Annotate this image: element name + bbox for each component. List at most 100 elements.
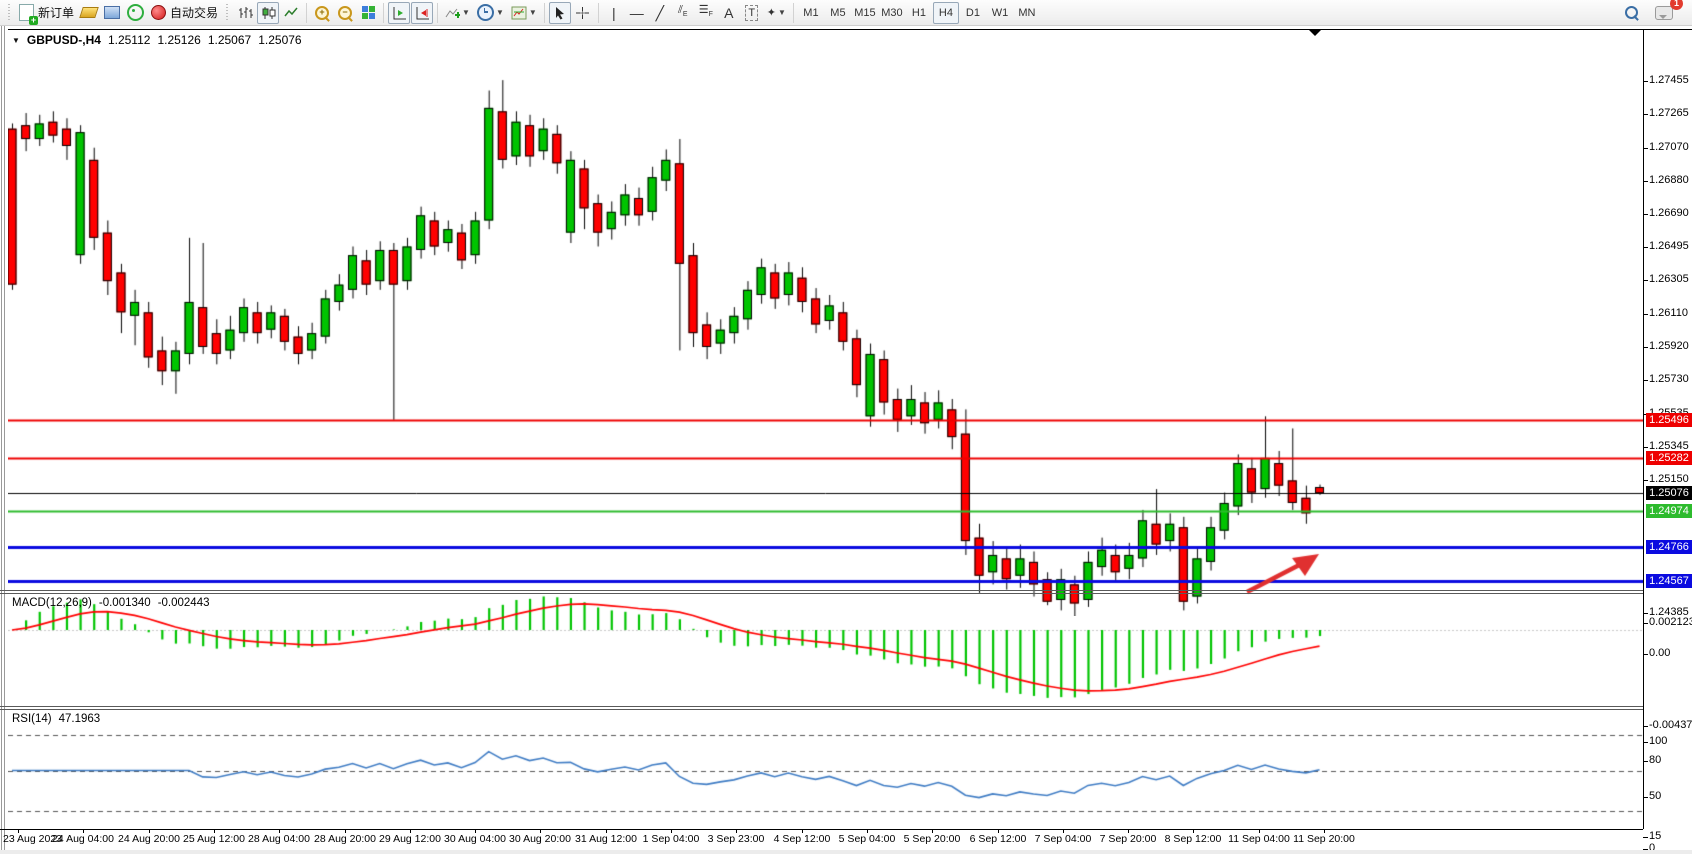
- axis-tick: [1643, 623, 1648, 624]
- candlestick-icon: [262, 6, 276, 19]
- signal-icon: [127, 4, 145, 21]
- timeframe-h1-button[interactable]: H1: [911, 6, 926, 19]
- axis-tick: [1643, 761, 1648, 762]
- autotrade-icon: [151, 5, 167, 20]
- arrows-button[interactable]: ✦ ▼: [764, 2, 789, 24]
- timeframe-w1-button[interactable]: W1: [991, 6, 1009, 19]
- chart-title: ▼ GBPUSD-,H4 1.25112 1.25126 1.25067 1.2…: [12, 33, 302, 47]
- time-axis-tick: [671, 829, 672, 833]
- price-tick-label: 1.27070: [1649, 141, 1689, 153]
- time-axis-label: 23 Aug 2023: [3, 833, 62, 845]
- axis-tick: [1643, 414, 1648, 415]
- macd-panel-canvas[interactable]: [8, 593, 1643, 706]
- price-tick-label: 1.25920: [1649, 340, 1689, 352]
- axis-tick: [1643, 114, 1648, 115]
- separator: [792, 2, 794, 23]
- indicators-button[interactable]: ▼: [442, 2, 473, 24]
- time-axis-tick: [1324, 829, 1325, 833]
- separator: [543, 2, 545, 23]
- vertical-line-button[interactable]: |: [603, 2, 625, 24]
- dropdown-arrow-icon: ▼: [462, 8, 470, 17]
- panel-separator[interactable]: [0, 590, 1643, 591]
- time-axis-tick: [1128, 829, 1129, 833]
- horizontal-line-button[interactable]: —: [626, 2, 648, 24]
- timeframe-m1-button[interactable]: M1: [803, 6, 819, 19]
- timeframe-m30-button[interactable]: M30: [881, 6, 903, 19]
- crosshair-button[interactable]: [572, 2, 594, 24]
- text-label-button[interactable]: T: [741, 2, 763, 24]
- chevron-down-icon[interactable]: ▼: [12, 35, 20, 45]
- axis-tick: [1643, 613, 1648, 614]
- chart-shift-marker-icon[interactable]: [1309, 30, 1321, 36]
- line-chart-icon: [283, 7, 298, 16]
- axis-tick: [1643, 654, 1648, 655]
- price-tick-label: 1.26690: [1649, 207, 1689, 219]
- timeframe-toolbar: M1 M5 M15 M30 H1 H4 D1 W1 MN: [798, 1, 1040, 24]
- indicators-icon: [445, 8, 461, 18]
- main-toolbar: 新订单 自动交易 + − ▼: [0, 0, 1692, 26]
- signals-button[interactable]: [124, 2, 147, 24]
- window-border: [1, 26, 2, 852]
- cursor-button[interactable]: [548, 1, 571, 24]
- panel-separator[interactable]: [0, 706, 1643, 707]
- price-tick-label: 1.26495: [1649, 240, 1689, 252]
- time-axis-tick: [214, 829, 215, 833]
- candlestick-chart-button[interactable]: [257, 1, 280, 24]
- time-axis-label: 11 Sep 20:00: [1293, 833, 1355, 845]
- axis-tick: [1643, 480, 1648, 481]
- zoom-in-button[interactable]: +: [311, 2, 333, 24]
- trendline-button[interactable]: ╱: [649, 2, 671, 24]
- text-button[interactable]: A: [718, 2, 740, 24]
- time-axis-tick: [149, 829, 150, 833]
- axis-tick: [1643, 247, 1648, 248]
- timeframe-h4-button[interactable]: H4: [932, 1, 959, 24]
- axis-tick: [1643, 280, 1648, 281]
- bar-chart-button[interactable]: [234, 2, 256, 24]
- time-axis-line: [0, 829, 1643, 830]
- separator: [437, 2, 439, 23]
- axis-tick: [1643, 81, 1648, 82]
- macd-label: MACD(12,26,9) -0.001340 -0.002443: [12, 597, 209, 609]
- rsi-tick-label: 0: [1649, 842, 1656, 854]
- line-chart-button[interactable]: [280, 2, 302, 24]
- macd-name: MACD(12,26,9): [12, 597, 92, 609]
- new-order-button[interactable]: 新订单: [16, 2, 77, 25]
- autotrade-label: 自动交易: [170, 6, 219, 20]
- time-axis-label: 29 Aug 12:00: [379, 833, 441, 845]
- dropdown-arrow-icon: ▼: [528, 8, 537, 17]
- tile-windows-button[interactable]: [357, 2, 379, 24]
- time-axis-tick: [345, 829, 346, 833]
- axis-tick: [1643, 849, 1648, 850]
- timeframe-m5-button[interactable]: M5: [830, 6, 846, 19]
- templates-button[interactable]: ▼: [508, 2, 540, 24]
- time-axis-label: 11 Sep 04:00: [1228, 833, 1290, 845]
- timeframe-d1-button[interactable]: D1: [965, 6, 980, 19]
- axis-tick: [1643, 726, 1648, 727]
- timeframe-m15-button[interactable]: M15: [854, 6, 876, 19]
- window-border: [4, 26, 5, 852]
- periods-button[interactable]: ▼: [474, 2, 507, 24]
- fibonacci-button[interactable]: ☰F: [695, 2, 717, 24]
- chat-bubble-icon: [1655, 5, 1673, 20]
- auto-scroll-button[interactable]: [388, 1, 411, 24]
- zoom-out-button[interactable]: −: [334, 2, 356, 24]
- rsi-tick-label: 100: [1649, 735, 1668, 747]
- separator: [597, 2, 599, 23]
- new-order-icon: [19, 4, 38, 25]
- price-axis-line[interactable]: [1643, 29, 1644, 829]
- rsi-panel-canvas[interactable]: [8, 709, 1643, 829]
- chart-shift-button[interactable]: [411, 1, 434, 24]
- equidistant-channel-button[interactable]: ⫽E: [672, 2, 694, 24]
- dropdown-arrow-icon: ▼: [495, 8, 504, 17]
- market-watch-button[interactable]: [101, 2, 123, 24]
- price-chart-canvas[interactable]: [8, 55, 1643, 616]
- time-axis-label: 7 Sep 04:00: [1034, 833, 1092, 845]
- rsi-tick-label: 50: [1649, 790, 1662, 802]
- time-axis-label: 5 Sep 20:00: [903, 833, 961, 845]
- search-button[interactable]: [1620, 2, 1642, 24]
- favorites-button[interactable]: [78, 2, 100, 24]
- timeframe-mn-button[interactable]: MN: [1018, 6, 1036, 19]
- auto-trading-button[interactable]: 自动交易: [148, 2, 221, 24]
- notifications-button[interactable]: 1: [1652, 0, 1683, 24]
